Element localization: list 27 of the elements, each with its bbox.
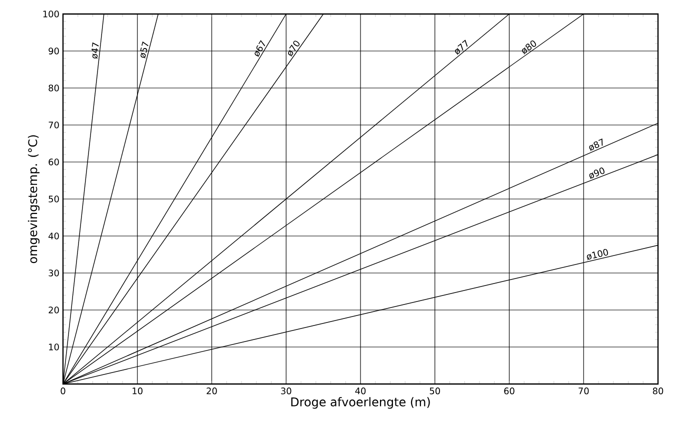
y-tick-label: 90 — [48, 48, 59, 54]
x-tick-label: 60 — [504, 388, 514, 394]
y-tick-label: 70 — [48, 122, 59, 128]
y-tick-label: 100 — [43, 10, 59, 18]
x-tick-label: 30 — [281, 388, 292, 394]
text: ø57 — [140, 41, 148, 58]
text: ø90 — [589, 168, 604, 180]
y-tick-label: 40 — [48, 232, 59, 240]
y-tick-label: 10 — [49, 344, 59, 350]
text: ø87 — [589, 138, 603, 152]
x-tick-label: 40 — [355, 388, 366, 394]
y-tick-label: 50 — [48, 196, 59, 202]
x-tick-label: 80 — [652, 388, 664, 394]
x-tick-label: 50 — [430, 388, 440, 394]
y-tick-label: 80 — [48, 84, 59, 92]
text: ø100 — [586, 248, 608, 260]
x-tick-label: 20 — [206, 388, 217, 394]
text: ø47 — [92, 42, 99, 59]
y-axis-title: omgevingstemp. (°C) — [28, 135, 40, 264]
x-tick-label: 10 — [132, 388, 142, 394]
text: ø80 — [522, 40, 536, 54]
y-tick-label: 20 — [48, 306, 59, 314]
y-tick-label: 60 — [48, 158, 59, 166]
x-tick-label: 0 — [60, 388, 66, 394]
x-tick-label: 70 — [578, 388, 589, 394]
y-tick-label: 30 — [48, 270, 59, 276]
x-axis-title: Droge afvoerlengte (m) — [291, 397, 430, 409]
